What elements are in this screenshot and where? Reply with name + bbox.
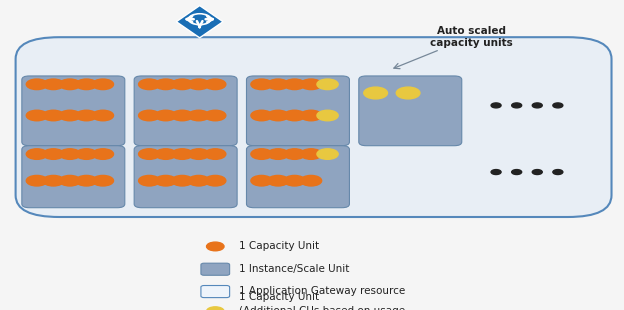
Circle shape <box>188 110 209 121</box>
Circle shape <box>188 149 209 159</box>
Circle shape <box>317 110 338 121</box>
Circle shape <box>92 110 114 121</box>
FancyBboxPatch shape <box>201 286 230 298</box>
Text: 1 Instance/Scale Unit: 1 Instance/Scale Unit <box>239 264 349 274</box>
FancyBboxPatch shape <box>22 76 125 146</box>
Circle shape <box>251 79 272 90</box>
Circle shape <box>300 175 321 186</box>
Circle shape <box>92 79 114 90</box>
Text: 1 Capacity Unit: 1 Capacity Unit <box>239 241 319 251</box>
Circle shape <box>188 175 209 186</box>
FancyBboxPatch shape <box>22 146 125 208</box>
Circle shape <box>532 170 542 175</box>
Circle shape <box>491 103 501 108</box>
FancyBboxPatch shape <box>134 146 237 208</box>
Circle shape <box>207 242 224 251</box>
Circle shape <box>512 103 522 108</box>
Circle shape <box>172 110 193 121</box>
Circle shape <box>300 149 321 159</box>
Circle shape <box>491 170 501 175</box>
Circle shape <box>284 149 305 159</box>
Circle shape <box>59 149 80 159</box>
Circle shape <box>284 175 305 186</box>
Circle shape <box>251 175 272 186</box>
Circle shape <box>26 79 47 90</box>
FancyBboxPatch shape <box>201 263 230 275</box>
Circle shape <box>76 79 97 90</box>
Circle shape <box>532 103 542 108</box>
Circle shape <box>317 79 338 90</box>
Circle shape <box>205 175 226 186</box>
Circle shape <box>43 149 64 159</box>
Text: 1 Capacity Unit
(Additional CUs based on usage
above reserved capacity): 1 Capacity Unit (Additional CUs based on… <box>239 292 405 310</box>
Circle shape <box>139 175 160 186</box>
Circle shape <box>59 110 80 121</box>
Circle shape <box>43 110 64 121</box>
Circle shape <box>43 79 64 90</box>
Circle shape <box>76 149 97 159</box>
Circle shape <box>205 110 226 121</box>
Circle shape <box>155 110 177 121</box>
Circle shape <box>172 175 193 186</box>
Circle shape <box>26 149 47 159</box>
Circle shape <box>92 175 114 186</box>
Circle shape <box>251 149 272 159</box>
Circle shape <box>268 79 289 90</box>
Circle shape <box>317 149 338 159</box>
Circle shape <box>59 175 80 186</box>
FancyBboxPatch shape <box>359 76 462 146</box>
Circle shape <box>26 175 47 186</box>
Circle shape <box>139 149 160 159</box>
Circle shape <box>139 110 160 121</box>
FancyBboxPatch shape <box>16 37 612 217</box>
FancyBboxPatch shape <box>246 76 349 146</box>
Circle shape <box>43 175 64 186</box>
Circle shape <box>155 149 177 159</box>
Circle shape <box>76 175 97 186</box>
Circle shape <box>26 110 47 121</box>
Circle shape <box>205 149 226 159</box>
Circle shape <box>364 87 388 99</box>
Circle shape <box>268 149 289 159</box>
Circle shape <box>155 79 177 90</box>
Circle shape <box>251 110 272 121</box>
Text: Auto scaled
capacity units: Auto scaled capacity units <box>430 26 512 48</box>
Circle shape <box>268 175 289 186</box>
Circle shape <box>188 14 211 25</box>
Circle shape <box>172 149 193 159</box>
Circle shape <box>59 79 80 90</box>
Circle shape <box>284 110 305 121</box>
Circle shape <box>192 15 208 23</box>
Circle shape <box>268 110 289 121</box>
Circle shape <box>300 110 321 121</box>
FancyBboxPatch shape <box>246 146 349 208</box>
Circle shape <box>205 79 226 90</box>
Circle shape <box>188 79 209 90</box>
Circle shape <box>396 87 420 99</box>
Circle shape <box>172 79 193 90</box>
Circle shape <box>207 307 224 310</box>
FancyBboxPatch shape <box>134 76 237 146</box>
Polygon shape <box>177 6 223 38</box>
Circle shape <box>155 175 177 186</box>
Circle shape <box>92 149 114 159</box>
Circle shape <box>284 79 305 90</box>
Circle shape <box>553 170 563 175</box>
Circle shape <box>512 170 522 175</box>
Circle shape <box>553 103 563 108</box>
Text: 1 Application Gateway resource: 1 Application Gateway resource <box>239 286 405 296</box>
Circle shape <box>139 79 160 90</box>
Circle shape <box>300 79 321 90</box>
Circle shape <box>76 110 97 121</box>
